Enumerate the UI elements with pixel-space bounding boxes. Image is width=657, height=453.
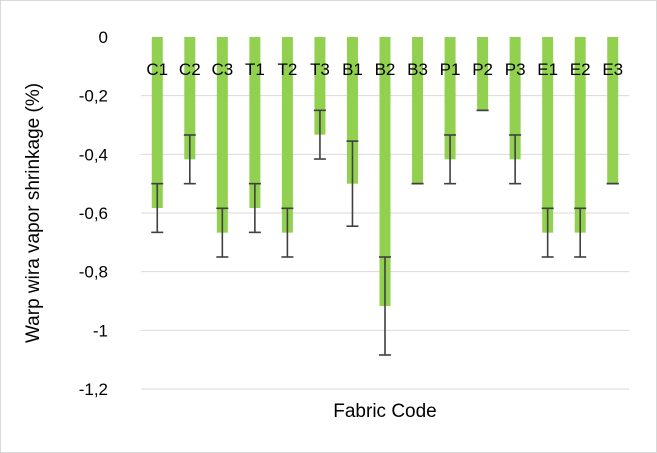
category-label: E2 xyxy=(570,60,591,79)
bar-b3 xyxy=(412,37,424,184)
category-label: C2 xyxy=(179,60,201,79)
error-bars xyxy=(151,109,619,356)
category-label: B3 xyxy=(407,60,428,79)
error-bar-p3 xyxy=(509,134,522,185)
error-bar-e2 xyxy=(574,207,587,258)
bar-t1 xyxy=(249,37,261,209)
y-tick-label: -1 xyxy=(93,321,108,340)
bar-p3 xyxy=(509,37,521,160)
y-axis-title: Warp wira vapor shrinkage (%) xyxy=(23,83,44,343)
category-labels: C1 C2 C3 T1 T2 T3 B1 B2 B3 P1 P2 P3 E1 E2 E3 xyxy=(146,60,623,79)
error-bar-c2 xyxy=(183,134,196,185)
category-label: B2 xyxy=(375,60,396,79)
bar-e1 xyxy=(542,37,554,233)
bar-t3 xyxy=(314,37,326,135)
y-tick-label: -0,6 xyxy=(79,204,108,223)
error-bar-t1 xyxy=(248,182,261,234)
error-bar-p1 xyxy=(444,134,457,185)
bar-b1 xyxy=(346,37,358,184)
y-tick-label: -0,4 xyxy=(79,145,108,164)
bar-c2 xyxy=(184,37,196,160)
error-bar-c3 xyxy=(216,207,229,258)
bar-e2 xyxy=(574,37,586,233)
category-label: E1 xyxy=(537,60,558,79)
error-bar-c1 xyxy=(151,182,164,234)
bars xyxy=(151,37,619,306)
error-bar-e1 xyxy=(541,207,554,258)
error-bar-t3 xyxy=(313,109,326,160)
bar-c3 xyxy=(216,37,228,233)
y-tick-label: -0,2 xyxy=(79,87,108,106)
category-label: P2 xyxy=(472,60,493,79)
bar-e3 xyxy=(607,37,619,184)
bar-p2 xyxy=(477,37,489,111)
bar-t2 xyxy=(281,37,293,233)
bar-c1 xyxy=(151,37,163,209)
y-tick-label: -1,2 xyxy=(79,380,108,399)
category-label: C1 xyxy=(146,60,168,79)
bar-b2 xyxy=(379,37,391,306)
error-bar-b2 xyxy=(379,256,391,356)
category-label: C3 xyxy=(211,60,233,79)
category-label: P1 xyxy=(440,60,461,79)
category-label: T2 xyxy=(277,60,297,79)
category-label: T3 xyxy=(310,60,330,79)
x-axis-title: Fabric Code xyxy=(333,401,437,422)
error-bar-t2 xyxy=(281,207,294,258)
bar-p1 xyxy=(444,37,456,160)
category-label: P3 xyxy=(505,60,526,79)
category-label: B1 xyxy=(342,60,363,79)
category-label: T1 xyxy=(245,60,265,79)
y-axis-ticks: 0 -0,2 -0,4 -0,6 -0,8 -1 -1,2 xyxy=(79,28,108,399)
category-label: E3 xyxy=(602,60,623,79)
y-tick-label: -0,8 xyxy=(79,263,108,282)
y-tick-label: 0 xyxy=(99,28,108,47)
error-bar-b1 xyxy=(346,140,359,227)
